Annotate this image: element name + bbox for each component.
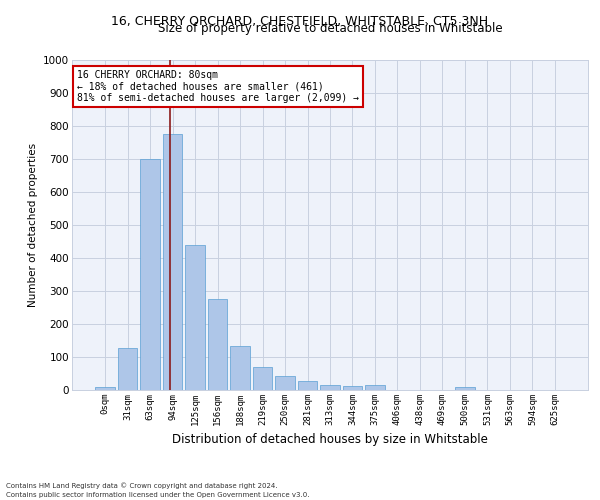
Text: 16 CHERRY ORCHARD: 80sqm
← 18% of detached houses are smaller (461)
81% of semi-: 16 CHERRY ORCHARD: 80sqm ← 18% of detach… [77,70,359,103]
Bar [298,381,317,390]
Bar [365,385,385,390]
Text: Contains public sector information licensed under the Open Government Licence v3: Contains public sector information licen… [6,492,310,498]
Text: 16, CHERRY ORCHARD, CHESTFIELD, WHITSTABLE, CT5 3NH: 16, CHERRY ORCHARD, CHESTFIELD, WHITSTAB… [112,15,488,28]
Bar [343,386,362,390]
Bar [95,388,115,390]
Bar [275,376,295,390]
Bar [208,299,227,390]
Bar [163,134,182,390]
Bar [455,386,475,390]
Bar [253,367,272,390]
Bar [185,245,205,390]
Bar [230,346,250,390]
Title: Size of property relative to detached houses in Whitstable: Size of property relative to detached ho… [158,22,502,35]
Bar [320,385,340,390]
X-axis label: Distribution of detached houses by size in Whitstable: Distribution of detached houses by size … [172,434,488,446]
Text: Contains HM Land Registry data © Crown copyright and database right 2024.: Contains HM Land Registry data © Crown c… [6,482,277,489]
Bar [140,159,160,390]
Bar [118,348,137,390]
Y-axis label: Number of detached properties: Number of detached properties [28,143,38,307]
